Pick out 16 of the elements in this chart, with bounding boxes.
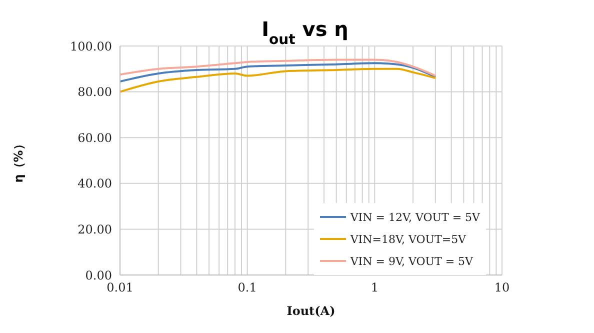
legend-label: VIN = 12V, VOUT = 5V bbox=[350, 210, 480, 224]
x-tick-label: 1 bbox=[370, 280, 378, 295]
y-tick-label: 0.00 bbox=[85, 268, 112, 282]
legend-label: VIN=18V, VOUT=5V bbox=[350, 232, 466, 246]
y-tick-label: 100.00 bbox=[70, 39, 112, 54]
y-tick-label: 40.00 bbox=[78, 176, 112, 191]
chart-title: I$_{out}$ vs η bbox=[262, 17, 348, 48]
y-tick-label: 80.00 bbox=[78, 85, 112, 100]
x-axis-title: Iout(A) bbox=[286, 304, 336, 318]
y-tick-label: 60.00 bbox=[78, 130, 112, 145]
x-tick-label: 0.01 bbox=[106, 280, 134, 295]
legend-label: VIN = 9V, VOUT = 5V bbox=[350, 254, 473, 268]
x-tick-label: 10 bbox=[494, 280, 510, 295]
y-axis-title: η（%） bbox=[11, 138, 26, 183]
y-tick-label: 20.00 bbox=[78, 222, 112, 236]
x-tick-label: 0.1 bbox=[238, 280, 257, 295]
